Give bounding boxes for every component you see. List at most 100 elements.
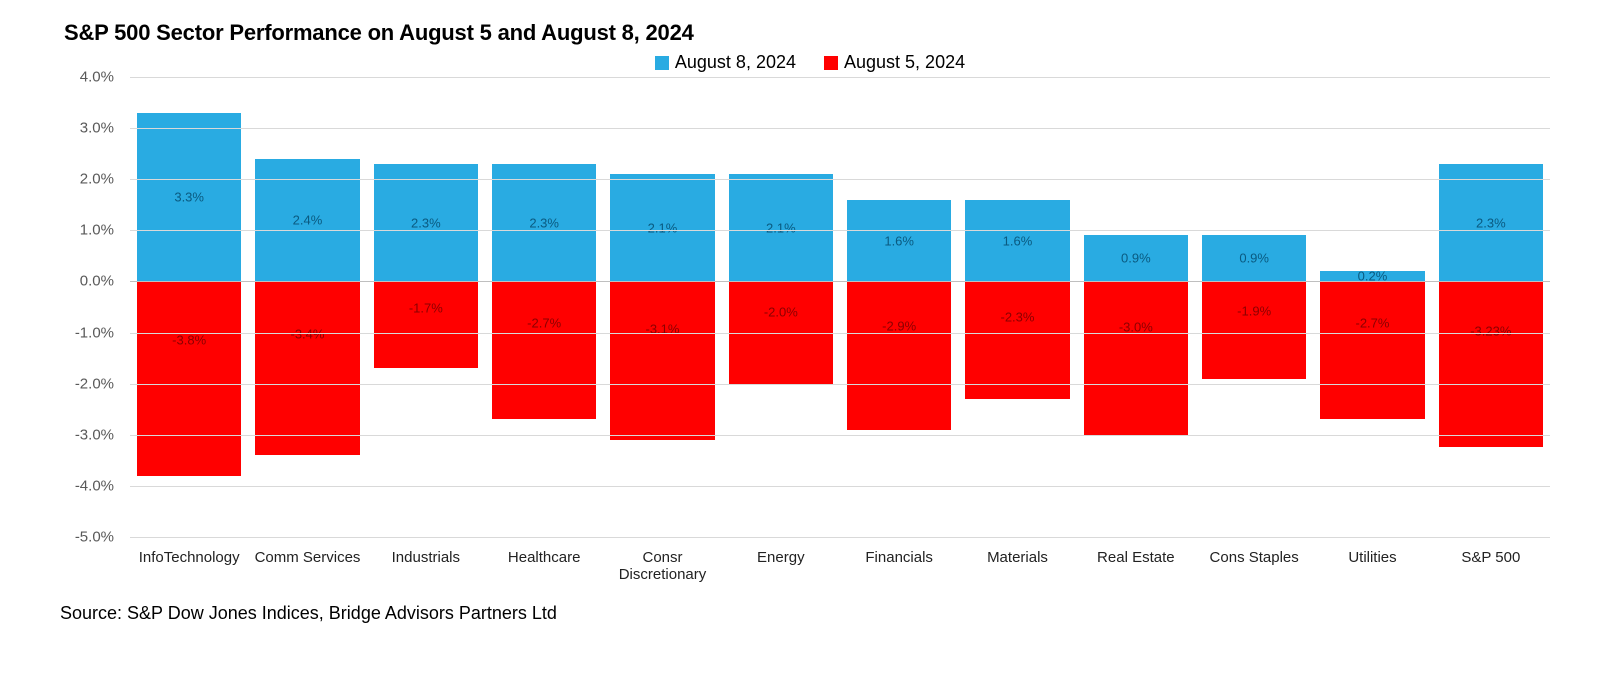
bar-positive: 2.3% xyxy=(492,164,596,282)
x-tick-label: Healthcare xyxy=(485,549,603,566)
x-tick-label: S&P 500 xyxy=(1432,549,1550,566)
bar-value-label: -1.7% xyxy=(374,300,478,315)
bar-group: 2.1% -3.1% xyxy=(603,77,721,537)
y-tick-label: -3.0% xyxy=(75,426,114,443)
bar-positive: 2.4% xyxy=(255,159,359,282)
bar-value-label: -2.7% xyxy=(492,315,596,330)
bar-positive: 2.3% xyxy=(374,164,478,282)
bar-value-label: -2.0% xyxy=(729,305,833,320)
chart-source: Source: S&P Dow Jones Indices, Bridge Ad… xyxy=(60,603,1560,624)
y-tick-label: -1.0% xyxy=(75,324,114,341)
gridline: -5.0% xyxy=(130,537,1550,538)
bar-group: 3.3% -3.8% xyxy=(130,77,248,537)
bar-positive: 0.9% xyxy=(1202,235,1306,281)
x-tick-label: Energy xyxy=(722,549,840,566)
gridline: -4.0% xyxy=(130,486,1550,487)
bar-negative: -2.9% xyxy=(847,281,951,429)
x-tick-label: InfoTechnology xyxy=(130,549,248,566)
chart-legend: August 8, 2024 August 5, 2024 xyxy=(60,52,1560,73)
bar-value-label: 0.9% xyxy=(1202,251,1306,266)
bar-negative: -3.1% xyxy=(610,281,714,439)
bar-value-label: 3.3% xyxy=(137,190,241,205)
x-tick-label: Cons Staples xyxy=(1195,549,1313,566)
bars-layer: 3.3% -3.8% 2.4% -3.4% 2.3% -1.7% 2.3% -2.7% 2.1%… xyxy=(130,77,1550,537)
legend-item-aug8: August 8, 2024 xyxy=(655,52,796,73)
bar-value-label: -3.1% xyxy=(610,321,714,336)
bar-positive: 2.1% xyxy=(610,174,714,281)
bar-positive: 1.6% xyxy=(847,200,951,282)
bar-value-label: 2.4% xyxy=(255,213,359,228)
bar-group: 1.6% -2.3% xyxy=(958,77,1076,537)
x-tick-label: Utilities xyxy=(1313,549,1431,566)
bar-value-label: 1.6% xyxy=(847,233,951,248)
legend-label-aug8: August 8, 2024 xyxy=(675,52,796,73)
bar-positive: 0.9% xyxy=(1084,235,1188,281)
x-tick-label: ConsrDiscretionary xyxy=(603,549,721,584)
gridline: 0.0% xyxy=(130,281,1550,282)
bar-positive: 3.3% xyxy=(137,113,241,282)
legend-swatch-aug8 xyxy=(655,56,669,70)
bar-value-label: 2.3% xyxy=(374,215,478,230)
bar-negative: -3.23% xyxy=(1439,281,1543,446)
chart-container: S&P 500 Sector Performance on August 5 a… xyxy=(0,0,1600,694)
bar-value-label: -3.8% xyxy=(137,332,241,347)
bar-positive: 0.2% xyxy=(1320,271,1424,281)
gridline: 2.0% xyxy=(130,179,1550,180)
bar-value-label: -3.4% xyxy=(255,326,359,341)
gridline: 4.0% xyxy=(130,77,1550,78)
bar-negative: -2.7% xyxy=(492,281,596,419)
bar-group: 0.9% -3.0% xyxy=(1077,77,1195,537)
bar-group: 0.2%-2.7% xyxy=(1313,77,1431,537)
gridline: -3.0% xyxy=(130,435,1550,436)
gridline: 3.0% xyxy=(130,128,1550,129)
x-tick-label: Comm Services xyxy=(248,549,366,566)
bar-positive: 2.3% xyxy=(1439,164,1543,282)
bar-value-label: 2.1% xyxy=(729,220,833,235)
y-tick-label: -2.0% xyxy=(75,375,114,392)
chart-plot-area: 3.3% -3.8% 2.4% -3.4% 2.3% -1.7% 2.3% -2.7% 2.1%… xyxy=(60,77,1560,597)
bar-group: 2.3% -2.7% xyxy=(485,77,603,537)
bar-negative: -2.3% xyxy=(965,281,1069,399)
x-tick-label: Financials xyxy=(840,549,958,566)
bar-group: 0.9% -1.9% xyxy=(1195,77,1313,537)
bar-value-label: 2.3% xyxy=(1439,215,1543,230)
bar-value-label: 2.3% xyxy=(492,215,596,230)
x-tick-label: Materials xyxy=(958,549,1076,566)
y-tick-label: -5.0% xyxy=(75,529,114,546)
y-tick-label: 4.0% xyxy=(80,69,114,86)
bar-value-label: -3.23% xyxy=(1439,323,1543,338)
chart-title: S&P 500 Sector Performance on August 5 a… xyxy=(64,20,1560,46)
gridline: 1.0% xyxy=(130,230,1550,231)
legend-swatch-aug5 xyxy=(824,56,838,70)
bar-negative: -1.7% xyxy=(374,281,478,368)
bar-negative: -3.4% xyxy=(255,281,359,455)
x-tick-label: Industrials xyxy=(367,549,485,566)
y-tick-label: -4.0% xyxy=(75,477,114,494)
legend-label-aug5: August 5, 2024 xyxy=(844,52,965,73)
bar-negative: -1.9% xyxy=(1202,281,1306,378)
bar-negative: -3.8% xyxy=(137,281,241,475)
bar-value-label: 2.1% xyxy=(610,220,714,235)
x-axis-labels: InfoTechnologyComm ServicesIndustrialsHe… xyxy=(130,543,1550,597)
y-tick-label: 1.0% xyxy=(80,222,114,239)
bar-group: 1.6% -2.9% xyxy=(840,77,958,537)
y-tick-label: 3.0% xyxy=(80,120,114,137)
y-tick-label: 0.0% xyxy=(80,273,114,290)
bar-group: 2.4% -3.4% xyxy=(248,77,366,537)
y-tick-label: 2.0% xyxy=(80,171,114,188)
bar-value-label: -2.9% xyxy=(847,318,951,333)
gridline: -2.0% xyxy=(130,384,1550,385)
bar-positive: 2.1% xyxy=(729,174,833,281)
gridline: -1.0% xyxy=(130,333,1550,334)
legend-item-aug5: August 5, 2024 xyxy=(824,52,965,73)
plot-region: 3.3% -3.8% 2.4% -3.4% 2.3% -1.7% 2.3% -2.7% 2.1%… xyxy=(130,77,1550,537)
bar-value-label: 0.9% xyxy=(1084,251,1188,266)
bar-group: 2.3% -3.23% xyxy=(1432,77,1550,537)
bar-negative: -2.7% xyxy=(1320,281,1424,419)
bar-negative: -3.0% xyxy=(1084,281,1188,434)
bar-value-label: -2.3% xyxy=(965,309,1069,324)
bar-value-label: 1.6% xyxy=(965,233,1069,248)
bar-positive: 1.6% xyxy=(965,200,1069,282)
bar-group: 2.1% -2.0% xyxy=(722,77,840,537)
x-tick-label: Real Estate xyxy=(1077,549,1195,566)
